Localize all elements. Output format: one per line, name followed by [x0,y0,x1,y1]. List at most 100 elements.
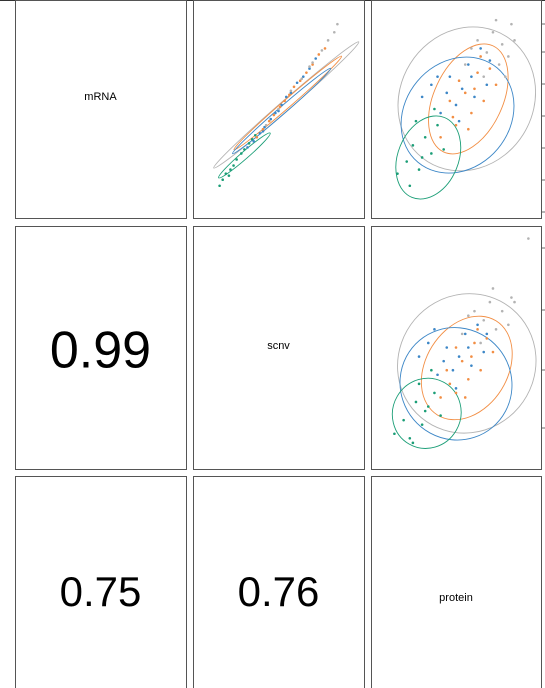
data-point-blue [470,75,473,78]
data-point-green [247,142,251,145]
data-point-blue [445,346,449,349]
data-point-green [439,414,442,417]
data-point-orange [288,93,291,97]
data-point-orange [255,135,259,139]
data-point-orange [261,127,265,131]
data-point-orange [463,396,467,399]
data-point-orange [448,382,452,386]
data-point-blue [436,75,439,78]
data-point-blue [454,103,458,107]
data-point-green [405,160,409,163]
data-point-orange [482,99,486,103]
data-point-gray [494,328,498,331]
data-point-blue [476,323,479,327]
data-point-orange [445,368,449,372]
data-point-green [240,152,243,155]
data-point-blue [457,355,461,358]
confidence-ellipse-green [391,377,462,449]
data-point-blue [442,359,445,363]
data-point-green [221,178,224,181]
data-point-gray [311,61,314,64]
data-point-orange [317,53,321,56]
data-point-gray [333,30,336,34]
data-point-green [229,168,232,171]
data-point-blue [467,63,470,66]
panel-frame [371,0,542,219]
data-point-blue [430,83,433,87]
confidence-ellipse-orange [420,315,513,421]
correlation-label: 0.76 [238,568,320,615]
data-point-green [250,138,254,141]
data-point-blue [479,47,482,50]
data-point-gray [513,39,516,42]
data-point-orange [298,79,302,83]
data-point-green [414,400,418,404]
data-point-green [430,368,433,372]
data-point-blue [289,91,293,95]
data-point-gray [500,309,504,313]
data-point-green [253,133,257,137]
data-point-orange [451,115,455,119]
scatter-panel-mRNA-vs-scnv [213,22,360,188]
data-point-green [411,144,415,147]
data-point-green [393,432,396,436]
data-point-gray [289,89,293,93]
data-point-gray [460,332,464,336]
data-point-green [420,156,424,159]
confidence-ellipse-blue [400,56,515,174]
data-point-blue [448,75,452,78]
data-point-blue [302,75,305,78]
data-point-gray [277,107,280,111]
data-point-orange [473,341,476,345]
data-point-green [433,107,436,111]
scatter-panel-scnv-vs-protein [391,237,537,449]
data-point-green [430,152,433,155]
data-point-blue [473,95,476,99]
data-point-gray [320,49,324,52]
data-point-blue [485,83,489,87]
data-point-orange [479,368,482,372]
variable-label: mRNA [84,91,117,103]
data-point-orange [457,79,461,83]
data-point-orange [454,391,458,395]
data-point-orange [448,99,452,103]
data-point-gray [510,22,513,26]
correlation-label: 0.75 [60,568,142,615]
data-point-orange [439,396,442,399]
panel-frame [15,476,187,688]
data-point-blue [274,111,277,115]
data-point-orange [494,83,498,87]
data-point-blue [284,95,288,99]
data-point-blue [269,117,273,121]
data-point-gray [494,18,498,22]
data-point-orange [485,337,489,340]
data-point-green [417,382,421,386]
data-point-blue [482,350,486,354]
data-point-green [426,405,430,408]
data-point-green [408,184,412,188]
data-point-gray [503,75,507,78]
data-point-green [420,423,424,426]
panel-frame [15,0,187,219]
data-point-gray [510,296,513,299]
data-point-orange [476,328,479,331]
data-point-gray [513,300,516,304]
data-point-orange [272,113,276,117]
data-point-gray [463,63,467,66]
data-point-gray [488,300,492,304]
data-point-orange [267,119,271,123]
panel-frame [193,226,365,470]
data-point-gray [507,323,510,327]
data-point-gray [485,51,489,54]
data-point-gray [527,237,530,240]
data-point-orange [283,99,287,103]
data-point-blue [436,373,439,377]
confidence-ellipse-gray [397,293,537,434]
variable-label: protein [439,592,473,604]
data-point-blue [439,111,442,115]
data-point-gray [500,43,504,46]
data-point-blue [252,140,255,143]
panel-frame [15,226,187,470]
data-point-green [408,437,412,440]
data-point-orange [323,47,327,50]
